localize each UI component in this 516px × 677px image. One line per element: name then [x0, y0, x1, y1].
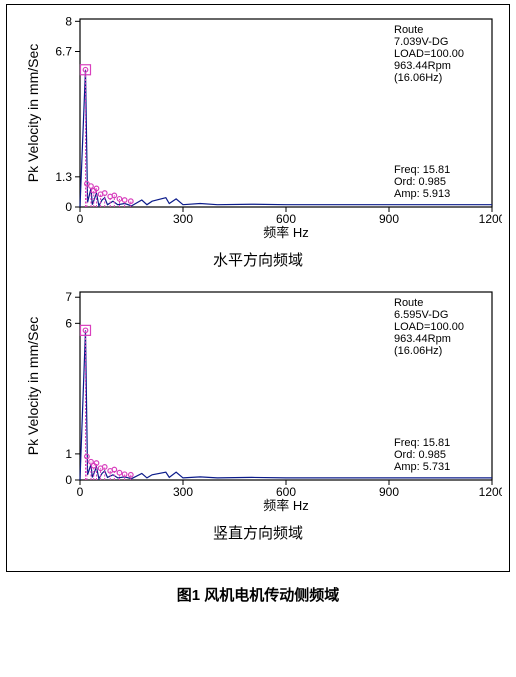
chart2-svg: 0 1 6 7 0 300 600 900 1200 频率 Hz Pk Velocity in mm…: [14, 284, 502, 514]
svg-text:(16.06Hz): (16.06Hz): [394, 72, 442, 84]
svg-text:Route: Route: [394, 297, 423, 309]
svg-text:963.44Rpm: 963.44Rpm: [394, 333, 451, 345]
svg-text:Freq: 15.81: Freq: 15.81: [394, 437, 450, 449]
svg-text:Pk Velocity in mm/Sec: Pk Velocity in mm/Sec: [25, 317, 41, 456]
chart2-subcaption: 竖直方向频域: [11, 522, 505, 543]
svg-text:LOAD=100.00: LOAD=100.00: [394, 321, 464, 333]
svg-text:Ord: 0.985: Ord: 0.985: [394, 176, 446, 188]
chart1-subcaption: 水平方向频域: [11, 249, 505, 270]
svg-text:1200: 1200: [479, 485, 502, 499]
svg-text:频率 Hz: 频率 Hz: [263, 498, 309, 513]
svg-text:Pk Velocity in mm/Sec: Pk Velocity in mm/Sec: [25, 44, 41, 183]
svg-text:Freq: 15.81: Freq: 15.81: [394, 164, 450, 176]
svg-text:8: 8: [65, 14, 72, 28]
svg-text:963.44Rpm: 963.44Rpm: [394, 60, 451, 72]
svg-text:300: 300: [173, 212, 193, 226]
svg-text:频率 Hz: 频率 Hz: [263, 225, 309, 240]
svg-text:0: 0: [65, 473, 72, 487]
figure-container: 01.36.7803006009001200频率 HzPk Velocity i…: [6, 4, 510, 572]
svg-text:0: 0: [77, 485, 84, 499]
svg-text:Ord: 0.985: Ord: 0.985: [394, 449, 446, 461]
svg-text:Route: Route: [394, 24, 423, 36]
svg-text:600: 600: [276, 212, 296, 226]
svg-text:6: 6: [65, 316, 72, 330]
svg-text:Amp: 5.731: Amp: 5.731: [394, 461, 450, 473]
svg-text:0: 0: [77, 212, 84, 226]
svg-text:1200: 1200: [479, 212, 502, 226]
svg-text:7.039V-DG: 7.039V-DG: [394, 36, 448, 48]
chart1-svg: 0 1.3 6.7 8 0 300 600 900 1200 频率 Hz Pk Velocity i…: [14, 11, 502, 241]
svg-text:900: 900: [379, 212, 399, 226]
chart1-wrap: 0 1.3 6.7 8 0 300 600 900 1200 频率 Hz Pk Velocity i…: [11, 11, 505, 270]
svg-text:600: 600: [276, 485, 296, 499]
svg-text:1.3: 1.3: [55, 170, 72, 184]
svg-text:Amp: 5.913: Amp: 5.913: [394, 188, 450, 200]
svg-text:(16.06Hz): (16.06Hz): [394, 345, 442, 357]
svg-text:6.595V-DG: 6.595V-DG: [394, 309, 448, 321]
svg-text:300: 300: [173, 485, 193, 499]
figure-caption: 图1 风机电机传动侧频域: [0, 584, 516, 605]
svg-text:0: 0: [65, 200, 72, 214]
svg-text:6.7: 6.7: [55, 44, 72, 58]
svg-text:LOAD=100.00: LOAD=100.00: [394, 48, 464, 60]
svg-text:900: 900: [379, 485, 399, 499]
svg-text:7: 7: [65, 290, 72, 304]
chart2-wrap: 0 1 6 7 0 300 600 900 1200 频率 Hz Pk Velocity in mm…: [11, 284, 505, 543]
svg-text:1: 1: [65, 447, 72, 461]
